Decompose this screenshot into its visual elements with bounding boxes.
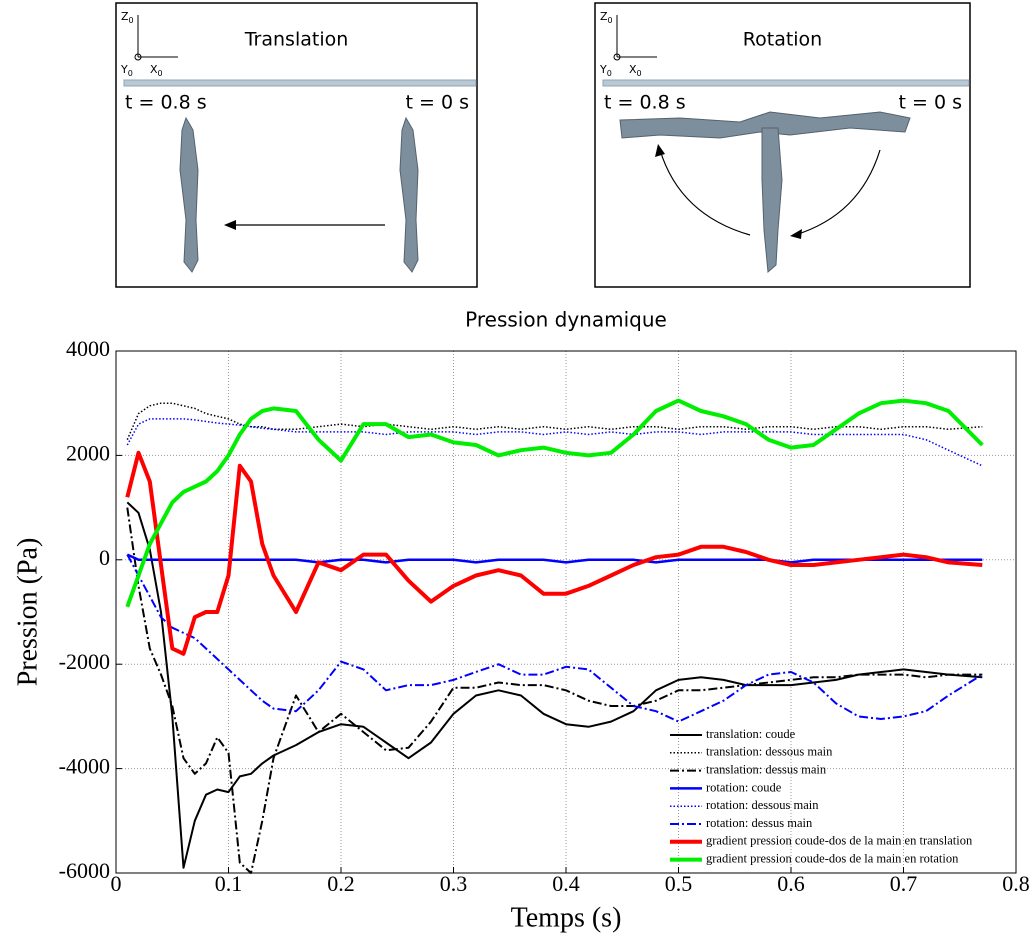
x-tick-label: 0.6: [777, 871, 805, 896]
axis-subscript: 0: [128, 69, 133, 78]
axis-subscript: 0: [608, 16, 613, 25]
surface: [123, 79, 477, 87]
arrow: [659, 149, 751, 236]
legend-label: rotation: coude: [706, 780, 782, 794]
time-label: t = 0 s: [406, 92, 469, 114]
time-label: t = 0.8 s: [604, 92, 686, 114]
y-tick-label: 2000: [66, 440, 110, 465]
frame-axis-label: Y0: [599, 63, 612, 78]
series-line: [125, 398, 984, 608]
arm: [399, 116, 419, 273]
legend-label: gradient pression coude-dos de la main e…: [706, 834, 973, 848]
axis-letter: Y: [599, 63, 607, 76]
legend-label: gradient pression coude-dos de la main e…: [706, 851, 959, 865]
panel-frame: [594, 2, 971, 288]
legend-label: translation: dessous main: [706, 745, 833, 759]
arrow-head: [655, 144, 665, 157]
y-tick-label: -6000: [59, 858, 110, 883]
y-tick-label: 0: [99, 545, 110, 570]
chart-title: Pression dynamique: [465, 308, 667, 332]
panel-title: Rotation: [743, 29, 822, 51]
y-tick-label: -2000: [59, 649, 110, 674]
panel-title: Translation: [244, 29, 349, 51]
plot: Pression dynamique Temps (s) Pression (Pa)…: [12, 308, 1029, 934]
arrow-head: [790, 229, 802, 239]
axis-letter: Z: [600, 10, 608, 23]
legend-label: translation: dessus main: [706, 762, 827, 776]
frame-axis-label: Z0: [121, 10, 134, 25]
x-tick-label: 0: [111, 871, 122, 896]
arm: [619, 111, 911, 139]
series-line: [125, 450, 983, 656]
arrow: [794, 149, 881, 236]
frame-axis-label: Y0: [120, 63, 133, 78]
series-line: [126, 507, 983, 874]
series-line: [126, 554, 983, 723]
y-axis-label: Pression (Pa): [12, 538, 43, 687]
axis-subscript: 0: [158, 69, 163, 78]
series-line: [126, 418, 983, 467]
illustrations: [115, 2, 971, 288]
arrow-head: [224, 220, 236, 230]
legend-label: translation: coude: [706, 727, 796, 741]
x-tick-label: 0.8: [1002, 871, 1030, 896]
series-line: [126, 553, 983, 564]
frame-axis: [613, 53, 621, 61]
axis-letter: X: [150, 63, 158, 76]
arm: [761, 127, 783, 274]
time-label: t = 0.8 s: [125, 92, 207, 114]
x-tick-label: 0.7: [890, 871, 918, 896]
legend-label: rotation: dessous main: [706, 798, 819, 812]
time-label: t = 0 s: [899, 92, 962, 114]
axis-letter: Y: [120, 63, 128, 76]
frame-axis-label: X0: [629, 63, 642, 78]
x-tick-label: 0.5: [665, 871, 693, 896]
axis-subscript: 0: [129, 16, 134, 25]
x-tick-label: 0.1: [215, 871, 243, 896]
x-axis-label: Temps (s): [511, 902, 622, 933]
plot-frame: [115, 350, 1017, 874]
x-tick-label: 0.4: [552, 871, 580, 896]
axis-letter: X: [629, 63, 637, 76]
series-line: [126, 501, 983, 869]
axis-subscript: 0: [607, 69, 612, 78]
y-tick-label: 4000: [66, 336, 110, 361]
x-tick-label: 0.2: [327, 871, 355, 896]
frame-axis-label: Z0: [600, 10, 613, 25]
y-tick-label: -4000: [59, 754, 110, 779]
axis-letter: Z: [121, 10, 129, 23]
arm: [179, 116, 199, 273]
frame-axis-label: X0: [150, 63, 163, 78]
frame-axis: [134, 53, 142, 61]
surface: [602, 79, 970, 87]
x-tick-label: 0.3: [440, 871, 468, 896]
legend-label: rotation: dessus main: [706, 816, 813, 830]
axis-subscript: 0: [637, 69, 642, 78]
